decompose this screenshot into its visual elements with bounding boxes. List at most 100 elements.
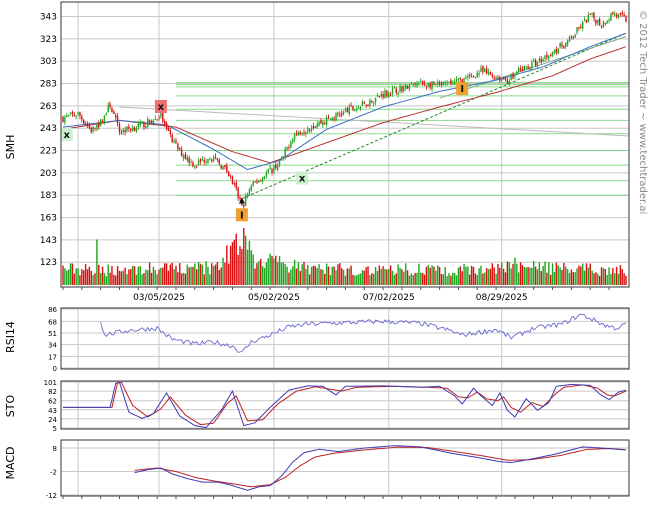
volume-bar [363,270,365,285]
candle-body [372,102,375,104]
candle-body [591,13,593,15]
volume-bar [431,265,433,285]
volume-bar [623,273,625,285]
arrow-up-marker [238,197,245,204]
volume-bar [188,267,190,285]
candle-body [312,125,315,128]
candle-body [482,66,484,72]
candle-body [386,90,388,97]
candle-body [290,141,292,148]
volume-bar [474,273,477,285]
candle-body [516,71,518,74]
volume-bar [585,263,588,285]
volume-bar [90,270,92,285]
candle-body [382,94,384,98]
candle-body [222,166,224,170]
volume-bar [69,263,72,285]
candle-body [570,35,573,37]
candle-body [540,58,542,63]
candle-body [566,40,569,45]
volume-bar [619,265,622,285]
macd-signal-line [134,446,627,488]
volume-bar [574,272,576,285]
volume-bar [295,268,298,285]
volume-bar [510,268,512,285]
volume-bar [397,264,399,285]
volume-bar [597,273,599,285]
sto-signal-line [63,382,627,426]
volume-bar [589,263,591,285]
volume-bar [75,268,77,285]
rsi-ytick-label: 68 [48,318,57,326]
volume-bar [340,268,343,285]
volume-bar [190,266,192,285]
volume-bar [568,272,571,285]
volume-bar [354,275,356,285]
rsi-panel-frame [60,307,630,370]
volume-bar [621,269,623,285]
volume-bar [472,266,475,285]
candle-body [305,131,307,135]
volume-bar [546,272,548,285]
candle-body [212,157,215,162]
volume-bar [369,275,371,285]
candle-body [318,121,320,126]
volume-bar [246,249,249,285]
volume-bar [254,268,256,285]
volume-bar [250,250,253,285]
candle-body [148,120,151,123]
candle-body [344,109,347,111]
volume-bar [333,266,335,285]
volume-bar [325,263,328,285]
volume-bar [312,265,315,285]
volume-bar [583,270,586,285]
volume-bar [508,262,510,285]
candle-body [126,126,128,131]
candle-body [115,115,117,118]
volume-bar [64,268,66,285]
candle-body [350,105,352,107]
candle-body [551,51,554,56]
volume-bar [433,266,435,285]
candle-body [431,81,433,90]
candle-body [199,159,202,162]
candle-body [269,167,271,169]
candle-body [186,157,188,161]
volume-bar [374,267,377,285]
volume-bar [310,266,313,285]
candle-body [356,108,358,110]
volume-bar [180,273,183,285]
candle-body [359,106,362,109]
price-ytick-label: 203 [40,169,57,179]
candle-body [295,133,298,135]
candle-body [271,168,273,173]
volume-bar [504,272,507,285]
volume-bar [81,269,83,285]
axis-labels: 123 143 163 183 203 223 243 263 283 303 323 343 03/0… [40,13,610,500]
volume-bar [391,270,394,285]
price-panel-ylabel: SMH [4,135,17,160]
volume-bar [414,272,416,285]
volume-bar [216,262,219,285]
candle-body [337,113,339,115]
volume-bar [335,270,337,285]
volume-bar [555,262,558,285]
candle-body [90,127,92,133]
candle-body [472,76,475,78]
candle-body [600,26,603,28]
candle-body [250,185,253,191]
volume-bar [533,260,535,285]
candle-body [273,165,275,173]
candle-body [77,111,79,115]
candle-body [595,20,597,24]
candle-body [118,124,121,133]
volume-bar [66,270,68,285]
volume-bar [322,269,324,285]
candle-body [587,14,590,22]
volume-bar [284,264,286,285]
volume-bar [103,273,106,285]
price-ytick-label: 263 [40,102,57,112]
candle-body [278,160,281,165]
volume-bar [463,263,465,285]
candle-body [325,117,328,125]
